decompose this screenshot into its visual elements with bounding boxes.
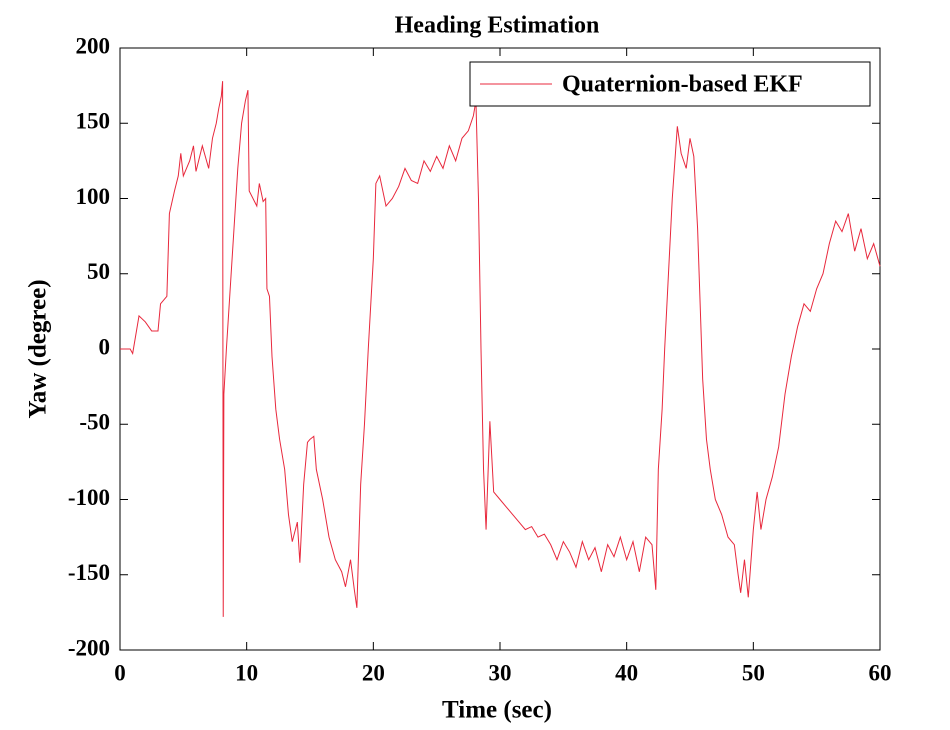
x-tick-label: 30 bbox=[489, 660, 512, 685]
y-axis-label: Yaw (degree) bbox=[25, 279, 52, 418]
data-line bbox=[120, 81, 881, 617]
x-tick-label: 20 bbox=[362, 660, 385, 685]
y-tick-label: 0 bbox=[99, 334, 111, 359]
y-tick-label: 50 bbox=[87, 259, 110, 284]
plot-frame bbox=[119, 47, 881, 651]
x-axis-label: Time (sec) bbox=[442, 697, 552, 724]
legend-label: Quaternion-based EKF bbox=[562, 72, 803, 98]
y-tick-label: -100 bbox=[68, 485, 110, 510]
y-tick-label: -50 bbox=[79, 410, 110, 435]
x-tick-label: 10 bbox=[235, 660, 258, 685]
x-tick-label: 60 bbox=[869, 660, 892, 685]
y-tick-label: -200 bbox=[68, 635, 110, 660]
chart-title: Heading Estimation bbox=[395, 13, 600, 39]
y-tick-label: -150 bbox=[68, 560, 110, 585]
y-tick-label: 150 bbox=[76, 109, 111, 134]
x-tick-label: 50 bbox=[742, 660, 765, 685]
x-tick-label: 40 bbox=[615, 660, 638, 685]
y-tick-label: 200 bbox=[76, 33, 111, 58]
y-tick-label: 100 bbox=[76, 184, 111, 209]
x-tick-label: 0 bbox=[114, 660, 126, 685]
